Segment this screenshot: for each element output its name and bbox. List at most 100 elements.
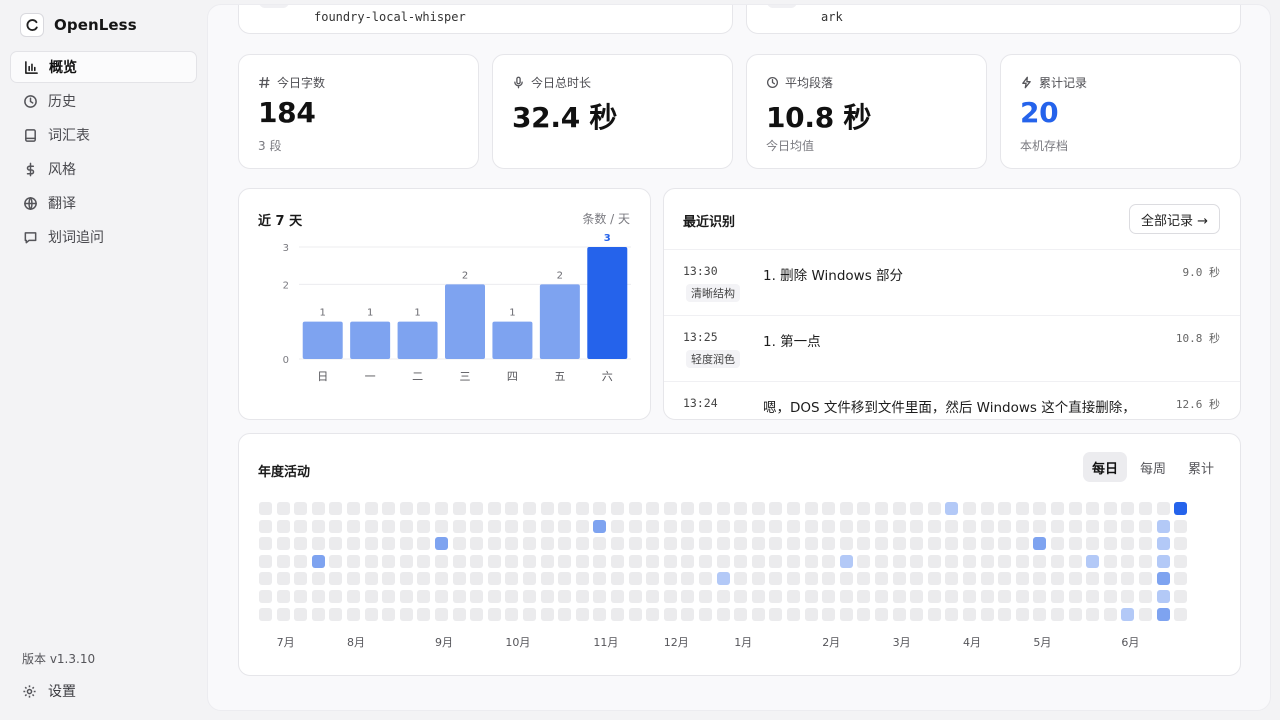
activity-cell[interactable] bbox=[523, 519, 536, 533]
activity-cell[interactable] bbox=[998, 607, 1012, 621]
activity-cell[interactable] bbox=[435, 519, 448, 533]
activity-cell[interactable] bbox=[1086, 554, 1100, 568]
activity-cell[interactable] bbox=[435, 607, 448, 621]
activity-cell[interactable] bbox=[734, 607, 748, 621]
activity-cell[interactable] bbox=[892, 607, 906, 621]
activity-cell[interactable] bbox=[980, 554, 994, 568]
activity-cell[interactable] bbox=[523, 572, 536, 586]
activity-cell[interactable] bbox=[1121, 537, 1135, 551]
activity-cell[interactable] bbox=[1033, 502, 1047, 515]
activity-cell[interactable] bbox=[593, 590, 607, 603]
activity-cell[interactable] bbox=[487, 502, 501, 515]
activity-cell[interactable] bbox=[804, 537, 818, 551]
activity-cell[interactable] bbox=[699, 590, 712, 603]
activity-cell[interactable] bbox=[329, 607, 343, 621]
activity-cell[interactable] bbox=[1174, 590, 1188, 603]
activity-cell[interactable] bbox=[259, 572, 272, 586]
activity-cell[interactable] bbox=[399, 502, 413, 515]
activity-cell[interactable] bbox=[329, 572, 343, 586]
activity-cell[interactable] bbox=[1139, 554, 1152, 568]
activity-cell[interactable] bbox=[716, 607, 730, 621]
activity-cell[interactable] bbox=[1121, 519, 1135, 533]
activity-cell[interactable] bbox=[892, 572, 906, 586]
activity-cell[interactable] bbox=[470, 537, 484, 551]
activity-cell[interactable] bbox=[435, 502, 448, 515]
activity-cell[interactable] bbox=[822, 502, 836, 515]
activity-cell[interactable] bbox=[804, 519, 818, 533]
activity-cell[interactable] bbox=[523, 590, 536, 603]
activity-cell[interactable] bbox=[822, 590, 836, 603]
activity-cell[interactable] bbox=[980, 519, 994, 533]
activity-cell[interactable] bbox=[1156, 554, 1170, 568]
activity-cell[interactable] bbox=[276, 607, 290, 621]
activity-cell[interactable] bbox=[663, 607, 677, 621]
activity-cell[interactable] bbox=[329, 519, 343, 533]
activity-cell[interactable] bbox=[1015, 607, 1029, 621]
activity-cell[interactable] bbox=[1033, 572, 1047, 586]
activity-cell[interactable] bbox=[382, 572, 396, 586]
activity-cell[interactable] bbox=[804, 554, 818, 568]
activity-cell[interactable] bbox=[822, 607, 836, 621]
activity-cell[interactable] bbox=[1068, 590, 1082, 603]
activity-cell[interactable] bbox=[751, 502, 765, 515]
activity-cell[interactable] bbox=[540, 590, 554, 603]
activity-cell[interactable] bbox=[487, 572, 501, 586]
activity-cell[interactable] bbox=[945, 607, 959, 621]
sidebar-item-followup[interactable]: 划词追问 bbox=[10, 221, 197, 253]
chart-bar[interactable] bbox=[492, 321, 533, 359]
activity-cell[interactable] bbox=[329, 590, 343, 603]
activity-cell[interactable] bbox=[1121, 572, 1135, 586]
activity-cell[interactable] bbox=[681, 554, 695, 568]
activity-cell[interactable] bbox=[963, 502, 976, 515]
activity-cell[interactable] bbox=[435, 572, 448, 586]
activity-cell[interactable] bbox=[1086, 572, 1100, 586]
activity-cell[interactable] bbox=[276, 590, 290, 603]
activity-cell[interactable] bbox=[505, 554, 519, 568]
activity-cell[interactable] bbox=[487, 537, 501, 551]
activity-cell[interactable] bbox=[276, 537, 290, 551]
activity-cell[interactable] bbox=[980, 590, 994, 603]
activity-cell[interactable] bbox=[399, 607, 413, 621]
activity-cell[interactable] bbox=[875, 590, 888, 603]
activity-cell[interactable] bbox=[1174, 502, 1188, 515]
activity-cell[interactable] bbox=[1033, 590, 1047, 603]
activity-cell[interactable] bbox=[311, 572, 325, 586]
chart-bar[interactable] bbox=[397, 321, 438, 359]
activity-cell[interactable] bbox=[945, 554, 959, 568]
activity-cell[interactable] bbox=[998, 537, 1012, 551]
activity-cell[interactable] bbox=[699, 554, 712, 568]
activity-cell[interactable] bbox=[558, 537, 572, 551]
activity-cell[interactable] bbox=[347, 502, 360, 515]
activity-cell[interactable] bbox=[259, 590, 272, 603]
activity-cell[interactable] bbox=[382, 607, 396, 621]
activity-cell[interactable] bbox=[540, 607, 554, 621]
activity-cell[interactable] bbox=[505, 607, 519, 621]
activity-cell[interactable] bbox=[347, 554, 360, 568]
activity-cell[interactable] bbox=[276, 502, 290, 515]
activity-cell[interactable] bbox=[1033, 537, 1047, 551]
activity-cell[interactable] bbox=[787, 502, 800, 515]
activity-cell[interactable] bbox=[963, 537, 976, 551]
activity-cell[interactable] bbox=[1051, 519, 1064, 533]
activity-cell[interactable] bbox=[839, 554, 853, 568]
activity-cell[interactable] bbox=[769, 537, 783, 551]
activity-cell[interactable] bbox=[347, 607, 360, 621]
activity-cell[interactable] bbox=[1051, 572, 1064, 586]
activity-cell[interactable] bbox=[910, 519, 924, 533]
activity-cell[interactable] bbox=[769, 502, 783, 515]
activity-cell[interactable] bbox=[1174, 537, 1188, 551]
activity-cell[interactable] bbox=[523, 537, 536, 551]
activity-cell[interactable] bbox=[875, 519, 888, 533]
activity-cell[interactable] bbox=[558, 502, 572, 515]
activity-cell[interactable] bbox=[1086, 537, 1100, 551]
activity-cell[interactable] bbox=[787, 572, 800, 586]
activity-cell[interactable] bbox=[1139, 572, 1152, 586]
activity-cell[interactable] bbox=[751, 554, 765, 568]
activity-cell[interactable] bbox=[452, 572, 466, 586]
activity-cell[interactable] bbox=[1051, 607, 1064, 621]
activity-cell[interactable] bbox=[804, 572, 818, 586]
activity-cell[interactable] bbox=[663, 537, 677, 551]
activity-cell[interactable] bbox=[945, 502, 959, 515]
activity-cell[interactable] bbox=[435, 537, 448, 551]
activity-cell[interactable] bbox=[593, 572, 607, 586]
